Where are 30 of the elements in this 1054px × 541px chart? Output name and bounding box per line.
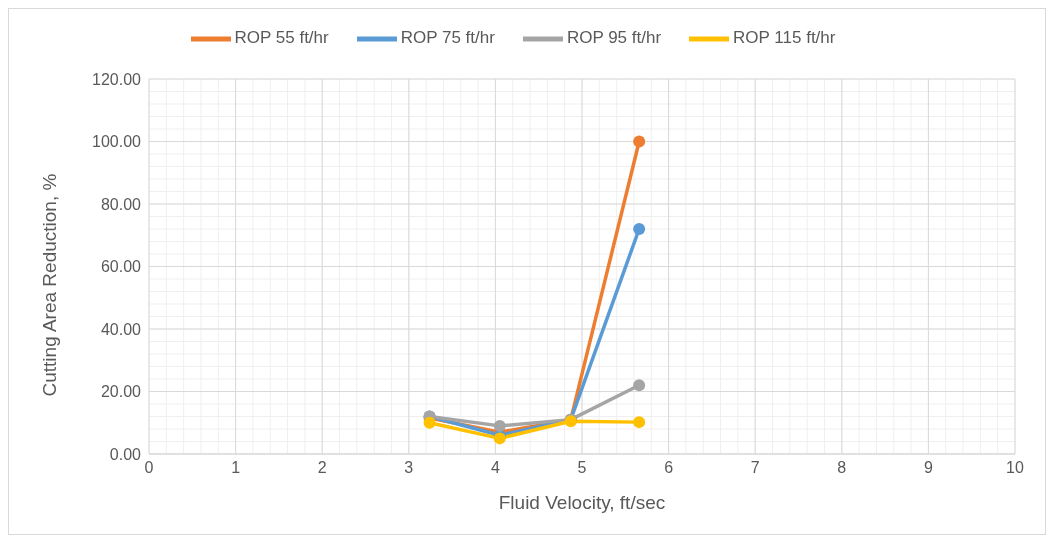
y-tick-label: 40.00 — [100, 320, 142, 338]
x-tick-label: 10 — [1006, 459, 1024, 477]
y-tick-label: 120.00 — [92, 70, 142, 88]
x-tick-label: 4 — [490, 459, 500, 477]
point — [423, 416, 436, 429]
x-tick-label: 0 — [144, 459, 154, 477]
point — [493, 419, 506, 432]
x-tick-label: 6 — [664, 459, 674, 477]
y-tick-label: 80.00 — [100, 195, 142, 213]
point — [633, 135, 646, 148]
x-tick-label: 5 — [577, 459, 587, 477]
x-tick-label: 8 — [837, 459, 847, 477]
legend-label: ROP 95 ft/hr — [566, 28, 662, 48]
y-tick-label: 0.00 — [109, 445, 142, 463]
x-tick-label: 3 — [404, 459, 414, 477]
legend-label: ROP 115 ft/hr — [733, 28, 836, 48]
y-tick-label: 20.00 — [100, 383, 142, 401]
point — [633, 416, 646, 429]
x-tick-label: 1 — [231, 459, 241, 477]
x-axis-title: Fluid Velocity, ft/sec — [498, 492, 666, 513]
point — [633, 223, 646, 235]
legend-label: ROP 55 ft/hr — [234, 28, 329, 48]
x-tick-label: 9 — [923, 459, 933, 477]
x-tick-label: 7 — [750, 459, 760, 477]
y-tick-label: 100.00 — [92, 133, 142, 151]
point — [633, 379, 646, 392]
y-tick-label: 60.00 — [100, 258, 142, 276]
x-tick-label: 2 — [317, 459, 327, 477]
legend-label: ROP 75 ft/hr — [400, 28, 495, 48]
y-axis-title: Cutting Area Reduction, % — [38, 173, 60, 397]
